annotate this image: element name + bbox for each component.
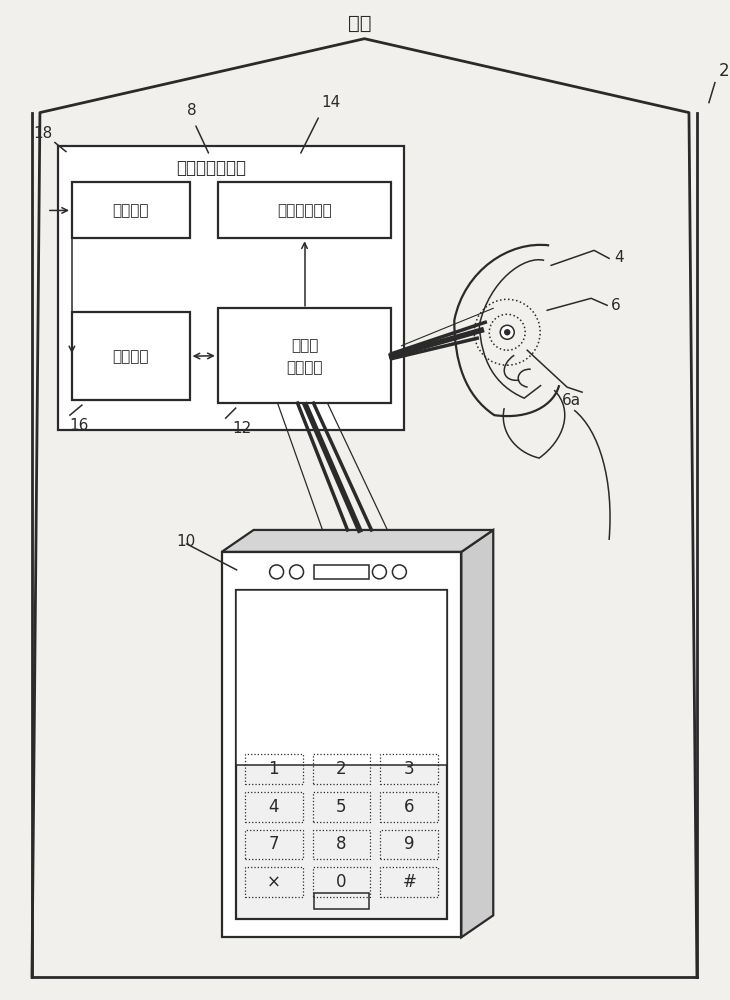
Text: 4: 4 (269, 798, 279, 816)
Text: 2: 2 (337, 760, 347, 778)
Circle shape (504, 330, 510, 335)
Text: 通信单元: 通信单元 (286, 360, 323, 375)
Text: 14: 14 (321, 95, 341, 110)
Text: 数字通信单元: 数字通信单元 (277, 203, 332, 218)
Bar (313, 893, 369, 909)
Bar (236, 590, 447, 765)
Bar (72, 312, 190, 400)
Text: 3: 3 (404, 760, 415, 778)
Text: 5: 5 (337, 798, 347, 816)
Bar (245, 830, 302, 859)
Text: 7: 7 (269, 835, 279, 853)
Bar (218, 308, 391, 403)
Text: 6a: 6a (562, 393, 581, 408)
Polygon shape (222, 530, 493, 552)
Bar (245, 792, 302, 822)
Bar (245, 867, 302, 897)
Bar (313, 565, 369, 579)
Text: 住所: 住所 (347, 14, 372, 33)
Bar (312, 867, 370, 897)
Text: 8: 8 (337, 835, 347, 853)
Text: 18: 18 (34, 126, 53, 141)
Polygon shape (222, 552, 461, 937)
Text: 12: 12 (233, 421, 252, 436)
Bar (380, 754, 438, 784)
Text: #: # (402, 873, 416, 891)
Text: 1: 1 (268, 760, 279, 778)
Bar (312, 792, 370, 822)
Bar (312, 754, 370, 784)
Text: 16: 16 (69, 418, 88, 433)
Text: 6: 6 (404, 798, 415, 816)
Text: 短距离: 短距离 (291, 338, 318, 353)
Bar (245, 754, 302, 784)
Polygon shape (461, 530, 493, 937)
Text: 控制单元: 控制单元 (112, 349, 149, 364)
Bar (312, 830, 370, 859)
Bar (380, 792, 438, 822)
Circle shape (500, 325, 514, 339)
Bar (236, 590, 447, 919)
Text: 2: 2 (719, 62, 729, 80)
Bar (380, 867, 438, 897)
Text: 10: 10 (177, 534, 196, 549)
Bar (58, 146, 404, 430)
Text: 4: 4 (614, 250, 623, 265)
Bar (72, 182, 190, 238)
Text: 住所内监视单元: 住所内监视单元 (176, 159, 246, 177)
Text: 9: 9 (404, 835, 415, 853)
Text: 8: 8 (187, 103, 196, 118)
Bar (218, 182, 391, 238)
Text: 0: 0 (337, 873, 347, 891)
Text: ×: × (266, 873, 280, 891)
Text: 6: 6 (611, 298, 620, 313)
Text: 存储单元: 存储单元 (112, 203, 149, 218)
Bar (380, 830, 438, 859)
